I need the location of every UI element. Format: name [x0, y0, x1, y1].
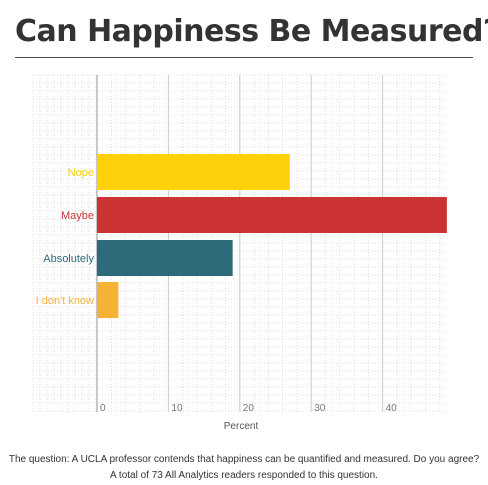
- category-label: Absolutely: [43, 253, 94, 265]
- bar-i-don-t-know: [97, 282, 119, 318]
- category-label: I don't know: [36, 295, 94, 307]
- page-title: Can Happiness Be Measured?: [15, 14, 488, 49]
- x-tick-label: 10: [171, 403, 183, 414]
- caption-respondents: A total of 73 All Analytics readers resp…: [110, 470, 378, 481]
- x-axis-label: Percent: [224, 421, 259, 432]
- category-labels: Nope Maybe Absolutely I don't know: [36, 167, 95, 307]
- bars: [97, 154, 447, 318]
- bar-absolutely: [97, 240, 233, 276]
- x-tick-label: 20: [243, 403, 255, 414]
- category-label: Nope: [68, 167, 94, 179]
- bar-nope: [97, 154, 290, 190]
- title-divider: [15, 57, 473, 58]
- x-tick-label: 0: [100, 403, 106, 414]
- tick-labels: 0 10 20 30 40: [100, 403, 397, 414]
- x-tick-label: 40: [386, 403, 398, 414]
- bar-maybe: [97, 197, 447, 233]
- caption-question: The question: A UCLA professor contends …: [8, 454, 480, 465]
- x-tick-label: 30: [314, 403, 326, 414]
- bar-chart: Nope Maybe Absolutely I don't know 0 10 20 30 4…: [32, 74, 447, 432]
- category-label: Maybe: [61, 210, 94, 222]
